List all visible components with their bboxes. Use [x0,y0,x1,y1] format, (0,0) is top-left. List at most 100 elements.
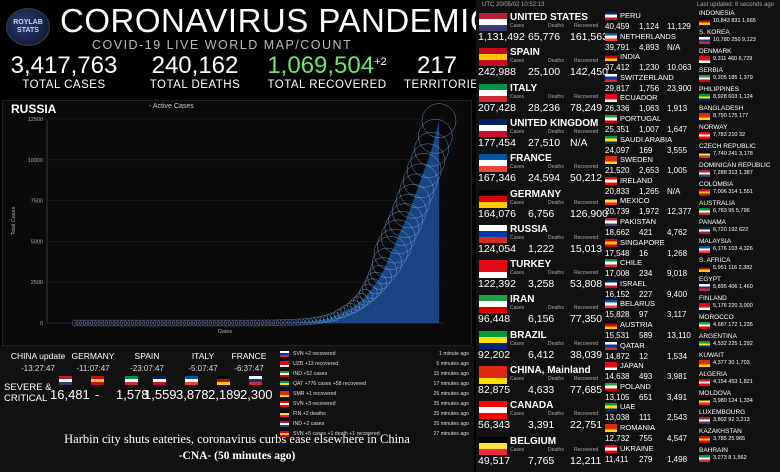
country-row[interactable]: PANAMA 6,720 192 622 [697,219,780,237]
country-row[interactable]: NETHERLANDS 39,791 4,893 N/A [603,31,695,54]
country-recovered: 3,117 [667,310,687,320]
country-name: IRELAND [620,175,653,185]
country-row[interactable]: CZECH REPUBLIC 7,740 241 3,178 [697,143,780,161]
country-row[interactable]: BANGLADESH 8,790 175 177 [697,105,780,123]
country-card[interactable]: BELGIUM Cases 49,517 Deaths 7,765 Recovered 12… [476,434,601,469]
country-row[interactable]: JAPAN 14,638 493 3,981 [603,360,695,383]
country-row[interactable]: MEXICO 20,739 1,972 12,377 [603,195,695,218]
country-recovered: 77,685 [570,384,603,396]
country-cases: 164,076 [478,207,516,220]
news-headline[interactable]: Harbin city shuts eateries, coronavirus … [64,432,410,446]
country-row[interactable]: QATAR 14,872 12 1,534 [603,340,695,363]
country-row[interactable]: MOROCCO 4,687 172 1,235 [697,314,780,332]
country-flag-icon [479,118,507,137]
column-label: Recovered [574,446,599,453]
country-row[interactable]: SWITZERLAND 29,817 1,756 23,900 [603,72,695,95]
country-row[interactable]: SWEDEN 21,520 2,653 1,005 [603,154,695,177]
country-row[interactable]: S. AFRICA 5,951 116 2,382 [697,257,780,275]
feed-time: 17 minutes ago [433,381,469,387]
country-card[interactable]: BRAZIL Cases 92,202 Deaths 6,412 Recovered 38,… [476,328,602,363]
update-time: -13:27:47 [21,364,55,373]
country-flag-icon [605,73,617,82]
update-item[interactable]: FRANCE -6:37:47 [222,351,276,373]
country-card[interactable]: GERMANY Cases 164,076 Deaths 6,756 Recovered 1… [476,187,608,222]
country-card[interactable]: ITALY Cases 207,428 Deaths 28,236 Recovered 78… [476,81,602,116]
country-flag-icon [699,455,710,462]
country-flag-icon [280,381,289,387]
country-row[interactable]: PAKISTAN 18,662 421 4,762 [603,216,695,239]
country-deaths: 97 [639,310,648,320]
country-row[interactable]: ISRAEL 16,152 227 9,400 [603,278,695,301]
country-row[interactable]: COLOMBIA 7,006 314 1,551 [697,181,780,199]
column-label: Cases [510,340,525,347]
data-point [275,319,283,327]
country-row[interactable]: ECUADOR 26,336 1,063 1,913 [603,92,695,115]
country-row[interactable]: FINLAND 5,176 220 3,000 [697,295,780,313]
country-row[interactable]: DENMARK 9,311 460 6,729 [697,48,780,66]
data-point [261,319,268,327]
data-point [337,307,348,318]
country-flag-icon [280,391,289,397]
country-row[interactable]: INDIA 37,412 1,230 10,063 [603,51,695,74]
country-row[interactable]: SINGAPORE 17,548 16 1,268 [603,237,695,260]
severe-item: - [82,376,112,402]
feed-message: SVN +5 cases +1 death +1 recovered [293,431,380,437]
country-card[interactable]: TURKEY Cases 122,392 Deaths 3,258 Recovered 53… [476,257,602,292]
country-flag-icon [605,94,617,103]
update-item[interactable]: GERMANY -11:07:47 [66,351,120,373]
country-row[interactable]: UKRAINE 11,411 279 1,498 [603,443,695,466]
country-row[interactable]: UAE 13,038 111 2,543 [603,401,695,424]
country-name: INDIA [620,52,641,62]
country-card[interactable]: UNITED STATES Cases 1,131,492 Deaths 65,776 R… [476,10,608,45]
country-card[interactable]: CANADA Cases 56,343 Deaths 3,391 Recovered 22,… [476,398,602,433]
country-row[interactable]: MOLDOVA 3,980 124 1,334 [697,390,780,408]
country-row[interactable]: EGYPT 5,895 406 1,460 [697,276,780,294]
country-row[interactable]: MALAYSIA 6,176 103 4,326 [697,238,780,256]
country-recovered: 12,211 [570,454,602,467]
country-row[interactable]: KAZAKHSTAN 3,785 25 965 [697,428,780,446]
country-row[interactable]: AUSTRIA 15,531 589 13,110 [603,319,695,342]
country-row[interactable]: KUWAIT 4,377 30 1,703 [697,352,780,370]
country-flag-icon [248,376,262,385]
country-deaths: 279 [639,454,653,464]
country-row[interactable]: PORTUGAL 25,351 1,007 1,647 [603,113,695,136]
country-card[interactable]: RUSSIA Cases 124,054 Deaths 1,222 Recovered 15… [476,222,602,257]
country-row[interactable]: BELARUS 15,828 97 3,117 [603,298,695,321]
country-cases: 124,054 [478,242,516,255]
country-row[interactable]: POLAND 13,105 651 3,491 [603,381,695,404]
country-row[interactable]: SERBIA 9,205 185 1,379 [697,67,780,85]
country-cases: 96,448 [478,313,511,326]
country-row[interactable]: ALGERIA 4,154 453 1,821 [697,371,780,389]
country-card[interactable]: UNITED KINGDOM Cases 177,454 Deaths 27,510 Re… [476,116,601,151]
data-point [343,302,356,315]
country-name: AUSTRIA [620,320,653,329]
country-row[interactable]: LUXEMBOURG 3,802 92 3,213 [697,409,780,427]
update-item[interactable]: SPAIN -23:07:47 [120,351,174,373]
country-card[interactable]: SPAIN Cases 242,988 Deaths 25,100 Recovered 14… [476,45,608,80]
country-row[interactable]: SAUDI ARABIA 24,097 169 3,555 [603,134,695,157]
country-row[interactable]: NORWAY 7,783 210 32 [697,124,780,142]
country-cases: 13,038 [605,413,630,423]
country-flag-icon [699,303,710,310]
country-row[interactable]: BAHRAIN 3,273 8 1,562 [697,447,780,465]
country-name: SPAIN [510,47,540,59]
country-card[interactable]: FRANCE Cases 167,346 Deaths 24,594 Recovered 5… [476,151,602,186]
country-row[interactable]: INDONESIA 10,843 831 1,665 [697,10,780,28]
country-row[interactable]: PHILIPPINES 8,928 603 1,124 [697,86,780,104]
update-item[interactable]: ITALY -5:07:47 [176,351,230,373]
country-recovered: 13,110 [667,331,691,340]
data-point [364,271,387,295]
update-time: -6:37:47 [234,364,264,373]
country-card[interactable]: IRAN Cases 96,448 Deaths 6,156 Recovered 77,35… [476,292,602,327]
country-row[interactable]: PERU 40,459 1,124 11,129 [603,10,695,33]
country-row[interactable]: DOMINICAN REPUBLIC 7,288 313 1,387 [697,162,780,180]
country-row[interactable]: CHILE 17,008 234 9,018 [603,257,695,280]
country-row[interactable]: ROMANIA 12,732 755 4,547 [603,422,695,445]
country-row[interactable]: S. KOREA 10,780 250 9,123 [697,29,780,47]
country-row[interactable]: IRELAND 20,833 1,265 N/A [603,175,695,198]
country-values: 3,273 8 1,562 [713,455,747,461]
country-card[interactable]: CHINA, Mainland Cases 82,875 Deaths 4,633 Rec… [476,363,603,398]
update-item[interactable]: CHINA update -13:27:47 [0,351,76,373]
country-row[interactable]: AUSTRALIA 6,783 95 5,796 [697,200,780,218]
country-row[interactable]: ARGENTINA 4,532 225 1,292 [697,333,780,351]
